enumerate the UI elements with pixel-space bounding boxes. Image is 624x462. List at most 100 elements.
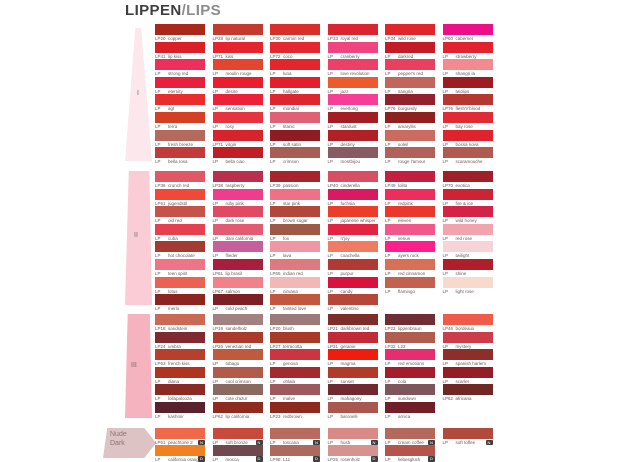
swatch-cell: LP eternity <box>155 76 205 94</box>
swatch-name: venus <box>398 235 411 241</box>
swatch-name: stardust <box>340 124 357 129</box>
swatch-code: LP25 <box>327 456 339 462</box>
swatch-cell: LP red rose <box>442 223 493 241</box>
color-swatch <box>327 428 378 439</box>
swatch-cell: LP76 flesh'n'blood <box>442 94 493 111</box>
color-swatch <box>212 276 263 288</box>
swatch-cell: LP lotus <box>155 276 205 294</box>
swatch-name: soft satin <box>283 141 302 147</box>
section-label-iii: III <box>131 362 137 369</box>
swatch-cell: LP purpur <box>327 259 378 276</box>
swatch-label: LP pepper's red <box>385 71 435 76</box>
swatch-code: LP <box>385 53 391 59</box>
color-swatch <box>155 314 205 325</box>
swatch-name: bordeaux <box>455 326 475 331</box>
swatch-code: LP33 <box>327 36 339 41</box>
swatch-cell: LP bella ciao <box>212 147 263 165</box>
color-swatch <box>442 276 493 288</box>
swatch-name: L22 <box>398 343 406 349</box>
swatch-cell: LP magma <box>327 349 378 366</box>
color-swatch <box>155 259 205 270</box>
swatch-label: LP jazz <box>328 89 378 94</box>
swatch-cell: LP cote d'azur <box>212 384 263 401</box>
swatch-cell: LP light rose <box>442 276 493 294</box>
swatch-cell: LP wild honey <box>442 206 493 223</box>
swatch-code: LP <box>385 414 391 419</box>
swatch-cell: LP20 blush <box>270 314 320 331</box>
swatch-code: LP <box>327 235 334 241</box>
swatch-name: bella ciao <box>225 159 245 165</box>
color-swatch <box>442 147 493 159</box>
swatch-name: peachtone 2 <box>168 440 193 445</box>
color-swatch <box>385 241 435 253</box>
swatch-name: malve <box>283 396 296 402</box>
swatch-cell: LP venus <box>385 223 435 241</box>
swatch-cell: LP agt <box>155 94 205 111</box>
swatch-cell: LP nirvana <box>270 276 320 294</box>
swatch-cell: LP36 crunch red <box>155 171 205 188</box>
finish-badge: D <box>370 456 378 462</box>
swatch-cell: LP luna <box>270 59 320 76</box>
swatch-label: LP30 carmin red <box>270 36 320 41</box>
swatch-code: LP <box>155 396 161 402</box>
color-swatch <box>327 276 378 288</box>
swatch-label: LP ruby pink <box>213 201 263 206</box>
swatch-cell: LP fox <box>270 223 320 241</box>
swatch-label: LP brown sugar <box>270 218 320 223</box>
swatch-code: LP <box>155 235 161 241</box>
color-swatch <box>385 94 435 106</box>
color-swatch <box>155 349 205 361</box>
swatch-name: lolita <box>398 183 408 188</box>
color-swatch <box>327 223 378 235</box>
swatch-name: scarlet <box>455 378 469 384</box>
swatch-name: passion <box>283 183 299 188</box>
swatch-label: LP mondial <box>270 106 320 111</box>
swatch-label: LP diana <box>155 379 205 384</box>
swatch-code: LP <box>270 306 276 312</box>
color-swatch <box>270 366 320 378</box>
swatch-name: star pink <box>283 200 301 206</box>
swatch-cell: LP sensation <box>212 94 263 111</box>
swatch-name: scaramouche <box>455 159 483 165</box>
swatch-cell: LP stardust <box>327 112 378 129</box>
color-swatch <box>385 41 435 53</box>
swatch-cell: LP23 redbrown <box>270 402 320 419</box>
swatch-code: LP23 <box>270 414 281 419</box>
swatch-cell: LP pepper's red <box>385 59 435 76</box>
swatch-code: LP <box>270 235 276 241</box>
swatch-code: LP <box>155 271 161 276</box>
color-swatch <box>212 366 263 378</box>
swatch-name: everlong <box>340 106 358 112</box>
color-swatch <box>385 112 435 123</box>
swatch-code: LP <box>212 88 219 94</box>
color-swatch <box>270 349 320 361</box>
swatch-code: LP <box>270 88 276 94</box>
color-swatch <box>385 129 435 141</box>
swatch-cell: LP cool crimson <box>212 366 263 384</box>
swatch-code: LP <box>327 288 334 294</box>
swatch-name: n'joy <box>340 235 350 241</box>
swatch-label: LP strawberry <box>443 54 493 59</box>
swatch-code: LP <box>270 378 276 384</box>
swatch-label: LP38 raspberry <box>213 183 263 188</box>
swatch-label: LP redpink <box>385 201 435 206</box>
swatch-label: LP coachella <box>328 253 378 258</box>
swatch-label: LP27 terracotta <box>270 344 320 349</box>
color-swatch <box>270 147 320 159</box>
color-swatch <box>212 24 263 35</box>
swatch-label: LP61 peachtone 2 N <box>155 439 205 445</box>
swatch-label: LP valentino <box>328 306 378 311</box>
swatch-name: lollapalooza <box>168 396 192 402</box>
swatch-name: lip kiss <box>168 53 182 59</box>
swatch-name: wild rose <box>398 36 416 41</box>
swatch-code: LP <box>385 218 391 224</box>
color-swatch <box>212 241 263 253</box>
swatch-label: LP28 lip natural <box>213 36 263 41</box>
swatch-cell: LP mystery <box>442 331 493 349</box>
swatch-code: LP <box>212 440 219 445</box>
swatch-label: LP32 L22 <box>385 344 435 349</box>
color-swatch <box>155 241 205 253</box>
swatch-label: LP23 redbrown <box>270 414 320 419</box>
swatch-name: salmon <box>225 288 241 294</box>
color-swatch <box>442 76 493 88</box>
